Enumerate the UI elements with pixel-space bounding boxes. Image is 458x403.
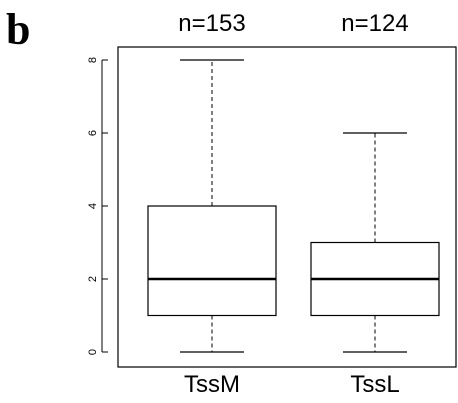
- box-tssl: [310, 132, 440, 353]
- boxes: [147, 59, 440, 353]
- x-category-label: TssM: [184, 371, 240, 398]
- box-tssm: [147, 59, 277, 353]
- y-tick-label: 8: [87, 57, 99, 63]
- x-axis-labels: TssM TssL: [184, 371, 400, 398]
- panel-letter: b: [6, 5, 30, 54]
- sample-size-labels: n=153 n=124: [178, 10, 408, 37]
- y-axis: 0 2 4 6 8: [87, 57, 108, 355]
- y-tick-label: 4: [87, 203, 99, 209]
- interquartile-box: [147, 205, 277, 317]
- y-tick-label: 2: [87, 276, 99, 282]
- sample-size-label: n=153: [178, 10, 245, 37]
- y-tick-label: 0: [87, 349, 99, 355]
- sample-size-label: n=124: [341, 10, 408, 37]
- y-tick-label: 6: [87, 130, 99, 136]
- plot-frame: [117, 46, 457, 368]
- x-category-label: TssL: [350, 371, 399, 398]
